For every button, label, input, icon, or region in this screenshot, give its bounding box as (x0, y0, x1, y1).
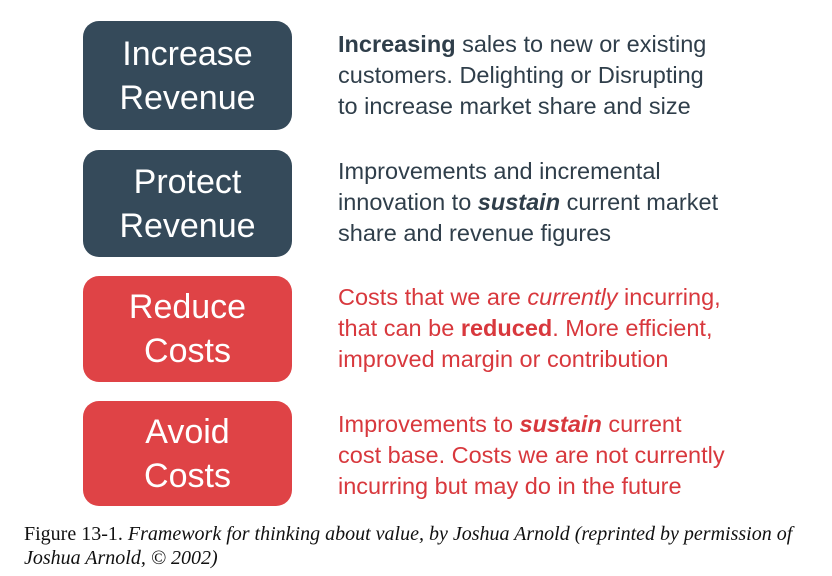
description-line2: cost base. Costs we are not currently (338, 442, 725, 468)
description-line3: share and revenue figures (338, 220, 612, 246)
description-line1: Improvements and incremental (338, 158, 661, 184)
box-label-line2: Revenue (119, 78, 256, 117)
description-line1: Improvements to sustain current (338, 409, 818, 440)
description-line1: Costs that we are currently incurring, (338, 282, 818, 313)
box-label-line2: Costs (144, 456, 231, 495)
box-label-line2: Revenue (119, 206, 256, 245)
emphasis-bold: Increasing (338, 31, 456, 57)
text-fragment: Improvements to (338, 411, 520, 437)
description-line2: innovation to sustain current market (338, 187, 818, 218)
text-fragment: that can be (338, 315, 461, 341)
text-fragment: Costs that we are (338, 284, 528, 310)
box-label-line1: Increase (122, 34, 253, 73)
box-label-line1: Reduce (128, 288, 247, 326)
description-line3: improved margin or contribution (338, 346, 669, 372)
description-line3: to increase market share and size (338, 93, 691, 119)
description-line3: incurring but may do in the future (338, 473, 682, 499)
box-label-line2: Costs (144, 332, 231, 370)
emphasis-bold: reduced (460, 315, 553, 341)
emphasis-italic: currently (527, 284, 618, 310)
box-label-line1: Avoid (145, 412, 230, 451)
description-line2: customers. Delighting or Disrupting (338, 62, 704, 88)
text-fragment: innovation to (338, 189, 478, 215)
text-fragment: . More efficient, (552, 315, 713, 341)
figure-label: Figure 13-1. (24, 523, 123, 545)
text-fragment: current market (560, 189, 719, 215)
reduce-costs-description: Costs that we are currently incurring, t… (338, 282, 818, 375)
avoid-costs-description: Improvements to sustain current cost bas… (338, 409, 818, 502)
protect-revenue-box: Protect Revenue (83, 150, 292, 257)
increase-revenue-description: Increasing sales to new or existing cust… (338, 29, 818, 122)
figure-caption: Figure 13-1. Framework for thinking abou… (24, 522, 824, 570)
text-fragment: current (601, 411, 682, 437)
caption-text: Framework for thinking about value, by J… (24, 523, 793, 569)
emphasis-bold-italic: sustain (519, 411, 602, 437)
protect-revenue-description: Improvements and incremental innovation … (338, 156, 818, 249)
text-fragment: sales to new or existing (455, 31, 707, 57)
emphasis-bold-italic: sustain (477, 189, 561, 215)
avoid-costs-box: Avoid Costs (83, 401, 292, 506)
increase-revenue-box: Increase Revenue (83, 21, 292, 130)
box-label-line1: Protect (133, 162, 242, 201)
description-line2: that can be reduced. More efficient, (338, 313, 818, 344)
text-fragment: incurring, (617, 284, 721, 310)
description-line1: Increasing sales to new or existing (338, 29, 818, 60)
reduce-costs-box: Reduce Costs (83, 276, 292, 382)
